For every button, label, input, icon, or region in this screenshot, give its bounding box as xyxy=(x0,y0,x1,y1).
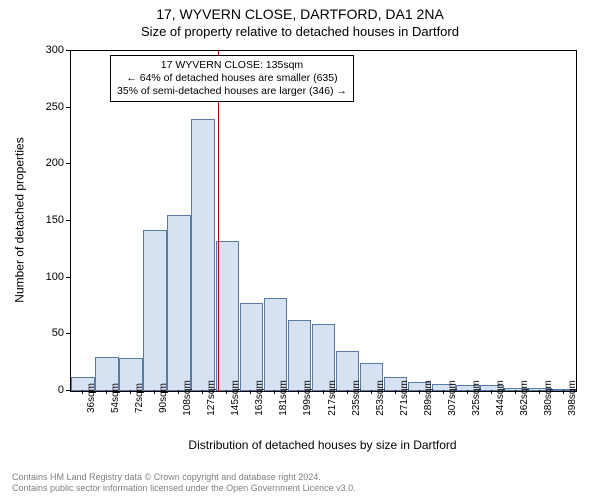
x-tick-label: 199sqm xyxy=(302,380,313,416)
y-tick-mark xyxy=(66,220,70,221)
x-tick-mark xyxy=(323,390,324,394)
y-tick-label: 200 xyxy=(24,157,64,169)
page-title: 17, WYVERN CLOSE, DARTFORD, DA1 2NA xyxy=(0,6,600,22)
x-tick-mark xyxy=(467,390,468,394)
x-tick-label: 235sqm xyxy=(351,380,362,416)
x-tick-mark xyxy=(443,390,444,394)
x-tick-label: 380sqm xyxy=(543,380,554,416)
y-tick-label: 100 xyxy=(24,271,64,283)
x-tick-label: 145sqm xyxy=(230,380,241,416)
x-tick-mark xyxy=(395,390,396,394)
x-tick-label: 181sqm xyxy=(278,380,289,416)
x-tick-mark xyxy=(298,390,299,394)
histogram-bar xyxy=(167,215,191,391)
x-tick-mark xyxy=(371,390,372,394)
x-tick-label: 127sqm xyxy=(206,380,217,416)
x-tick-mark xyxy=(178,390,179,394)
histogram-bar xyxy=(143,230,167,391)
y-tick-label: 150 xyxy=(24,214,64,226)
x-tick-mark xyxy=(130,390,131,394)
y-tick-mark xyxy=(66,333,70,334)
annotation-line2: ← 64% of detached houses are smaller (63… xyxy=(117,72,347,85)
x-axis-label: Distribution of detached houses by size … xyxy=(70,438,575,452)
x-tick-label: 36sqm xyxy=(86,383,97,413)
x-tick-label: 54sqm xyxy=(110,383,121,413)
x-tick-mark xyxy=(515,390,516,394)
x-tick-mark xyxy=(539,390,540,394)
x-tick-mark xyxy=(154,390,155,394)
chart-container: 17, WYVERN CLOSE, DARTFORD, DA1 2NA Size… xyxy=(0,0,600,500)
x-tick-mark xyxy=(274,390,275,394)
y-tick-label: 250 xyxy=(24,101,64,113)
x-tick-label: 307sqm xyxy=(447,380,458,416)
y-tick-label: 50 xyxy=(24,327,64,339)
histogram-bar xyxy=(240,303,264,391)
x-tick-label: 398sqm xyxy=(567,380,578,416)
x-tick-label: 163sqm xyxy=(254,380,265,416)
y-tick-mark xyxy=(66,107,70,108)
x-tick-label: 108sqm xyxy=(182,380,193,416)
x-tick-label: 90sqm xyxy=(158,383,169,413)
page-subtitle: Size of property relative to detached ho… xyxy=(0,24,600,39)
y-tick-mark xyxy=(66,390,70,391)
x-tick-label: 325sqm xyxy=(471,380,482,416)
footer-attribution: Contains HM Land Registry data © Crown c… xyxy=(12,472,356,494)
y-tick-mark xyxy=(66,163,70,164)
annotation-line3: 35% of semi-detached houses are larger (… xyxy=(117,85,347,98)
x-tick-label: 289sqm xyxy=(423,380,434,416)
x-tick-mark xyxy=(202,390,203,394)
footer-line1: Contains HM Land Registry data © Crown c… xyxy=(12,472,356,483)
x-tick-mark xyxy=(563,390,564,394)
footer-line2: Contains public sector information licen… xyxy=(12,483,356,494)
x-tick-label: 253sqm xyxy=(375,380,386,416)
x-tick-label: 271sqm xyxy=(399,380,410,416)
x-tick-mark xyxy=(419,390,420,394)
x-tick-mark xyxy=(491,390,492,394)
annotation-box: 17 WYVERN CLOSE: 135sqm ← 64% of detache… xyxy=(110,55,354,102)
y-tick-mark xyxy=(66,50,70,51)
x-tick-mark xyxy=(226,390,227,394)
annotation-line1: 17 WYVERN CLOSE: 135sqm xyxy=(117,59,347,72)
y-tick-mark xyxy=(66,277,70,278)
x-tick-mark xyxy=(250,390,251,394)
x-tick-label: 72sqm xyxy=(134,383,145,413)
x-tick-label: 217sqm xyxy=(327,380,338,416)
x-tick-label: 362sqm xyxy=(519,380,530,416)
histogram-bar xyxy=(191,119,215,391)
x-tick-mark xyxy=(82,390,83,394)
x-tick-mark xyxy=(106,390,107,394)
histogram-bar xyxy=(264,298,288,391)
y-tick-label: 300 xyxy=(24,44,64,56)
x-tick-label: 344sqm xyxy=(495,380,506,416)
y-tick-label: 0 xyxy=(24,384,64,396)
x-tick-mark xyxy=(347,390,348,394)
